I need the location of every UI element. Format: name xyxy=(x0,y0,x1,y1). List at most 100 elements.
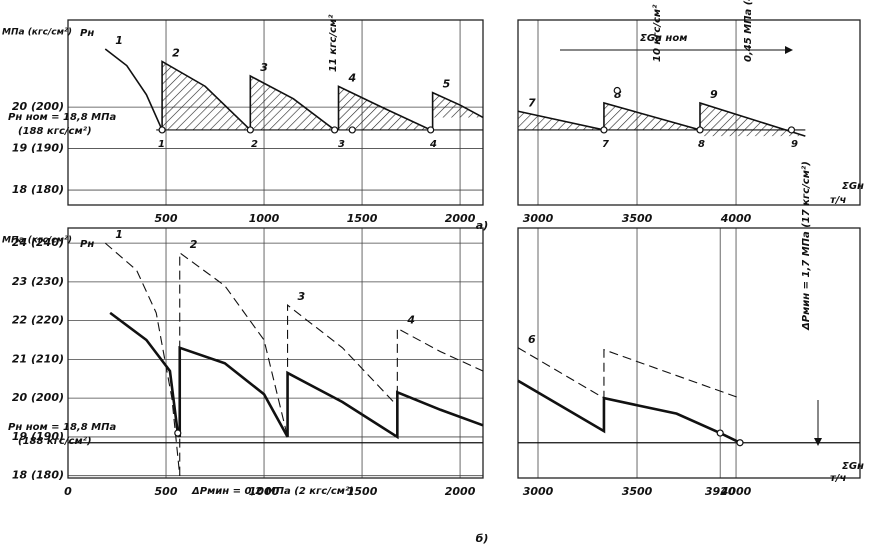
y-tick-label: 19 (190) xyxy=(12,430,64,443)
annotation: т/ч xyxy=(830,473,846,484)
annotation: 7 xyxy=(602,139,609,150)
x-tick-label: 500 xyxy=(155,212,178,225)
point-marker xyxy=(600,126,608,134)
curve-label: 6 xyxy=(528,333,536,346)
curve-label: 3 xyxy=(260,61,268,74)
curve-label: 3 xyxy=(298,290,306,303)
x-tick-label: 0 xyxy=(64,485,72,498)
panel-caption: б) xyxy=(476,532,489,545)
annotation: 9 xyxy=(791,139,798,150)
point-marker xyxy=(696,126,704,134)
curve xyxy=(161,60,251,131)
point-marker xyxy=(736,439,744,447)
annotation: (188 кгс/см²) xyxy=(18,436,92,447)
curve-label: 8 xyxy=(614,88,622,101)
point-marker xyxy=(427,126,435,134)
hatched-area xyxy=(338,86,431,130)
point-marker xyxy=(331,126,339,134)
curve-label: 4 xyxy=(406,313,415,326)
hatched-area xyxy=(432,92,483,130)
curve xyxy=(699,101,806,137)
x-tick-label: 2000 xyxy=(445,212,476,225)
y-tick-label: 24 (240) xyxy=(12,236,64,249)
annotation: 8 xyxy=(698,139,705,150)
curve-label: 7 xyxy=(528,96,536,109)
point-marker xyxy=(716,429,724,437)
y-axis-label: МПа (кгс/см²) xyxy=(2,236,72,246)
point-marker xyxy=(158,126,166,134)
x-tick-label: 3500 xyxy=(622,485,653,498)
curve xyxy=(179,251,289,476)
x-tick-label: 3000 xyxy=(523,212,554,225)
curve xyxy=(517,379,741,444)
curve-label: 9 xyxy=(710,88,718,101)
curve xyxy=(104,242,181,476)
point-marker xyxy=(348,126,356,134)
y-tick-label: 22 (220) xyxy=(12,314,64,327)
curve-label: 1 xyxy=(115,228,123,241)
curve xyxy=(337,85,431,131)
y-tick-label: 20 (200) xyxy=(12,391,64,404)
curve xyxy=(603,101,701,131)
point-marker xyxy=(246,126,254,134)
annotation: ΣGн ном xyxy=(640,33,687,44)
y-tick-label: 23 (230) xyxy=(12,275,64,288)
x-tick-label: 3920 xyxy=(705,485,736,498)
curve xyxy=(287,304,398,437)
annotation: ΔPмин = 1,7 МПа (17 кгс/см²) xyxy=(801,161,812,331)
annotation: 0,45 МПа (4,5 кгс/см²) xyxy=(743,0,754,62)
y-axis-label: МПа (кгс/см²) xyxy=(2,28,72,38)
y-tick-label: 19 (190) xyxy=(12,142,64,155)
y-tick-label: 20 (200) xyxy=(12,100,64,113)
curve xyxy=(249,74,336,131)
annotation: 3 xyxy=(338,139,345,150)
hatched-area xyxy=(250,75,335,130)
curve xyxy=(109,311,484,440)
annotation: Pн ном = 18,8 МПа xyxy=(8,422,116,433)
hatched-area xyxy=(162,61,251,130)
curve xyxy=(517,347,741,400)
curve xyxy=(396,327,484,437)
x-tick-label: 1000 xyxy=(249,485,280,498)
annotation: ΔPмин = 0,2 МПа (2 кгс/см²) xyxy=(191,486,354,497)
x-tick-label: 3000 xyxy=(523,485,554,498)
x-tick-label: 3500 xyxy=(622,212,653,225)
x-tick-label: 2000 xyxy=(445,485,476,498)
annotation: (188 кгс/см²) xyxy=(18,126,92,137)
curve xyxy=(431,91,484,130)
x-tick-label: 1500 xyxy=(347,485,378,498)
annotation: т/ч xyxy=(830,195,846,206)
curve-label: 5 xyxy=(443,78,451,91)
x-tick-label: 4000 xyxy=(720,212,752,225)
axes-frame xyxy=(67,19,484,206)
curve xyxy=(517,110,605,131)
y-tick-label: 18 (180) xyxy=(12,469,64,482)
annotation: ΣGн xyxy=(842,461,864,472)
point-marker xyxy=(613,86,621,95)
x-tick-label: 1500 xyxy=(347,212,378,225)
annotation: Pн xyxy=(80,239,94,250)
x-tick-label: 500 xyxy=(155,485,178,498)
annotation: 11 кгс/см² xyxy=(328,14,339,72)
annotation: 10 кгс/см² xyxy=(652,4,663,62)
annotation: 1 xyxy=(158,139,165,150)
annotation: 4 xyxy=(429,139,437,150)
curve-label: 1 xyxy=(115,34,123,47)
curve-label: 2 xyxy=(172,46,180,59)
point-marker xyxy=(174,429,182,437)
curve-label: 4 xyxy=(348,71,357,84)
x-tick-label: 1000 xyxy=(249,212,280,225)
panel-caption: а) xyxy=(476,219,488,232)
annotation: 2 xyxy=(251,139,258,150)
annotation: ΣGн xyxy=(842,181,864,192)
curve xyxy=(104,48,163,131)
y-tick-label: 18 (180) xyxy=(12,183,64,196)
axes-frame xyxy=(517,227,861,479)
annotation: Pн xyxy=(80,28,94,39)
y-tick-label: 21 (210) xyxy=(12,352,64,365)
point-marker xyxy=(787,126,796,134)
x-tick-label: 4000 xyxy=(720,485,752,498)
annotation: Pн ном = 18,8 МПа xyxy=(8,112,116,123)
axes-frame xyxy=(67,227,484,479)
